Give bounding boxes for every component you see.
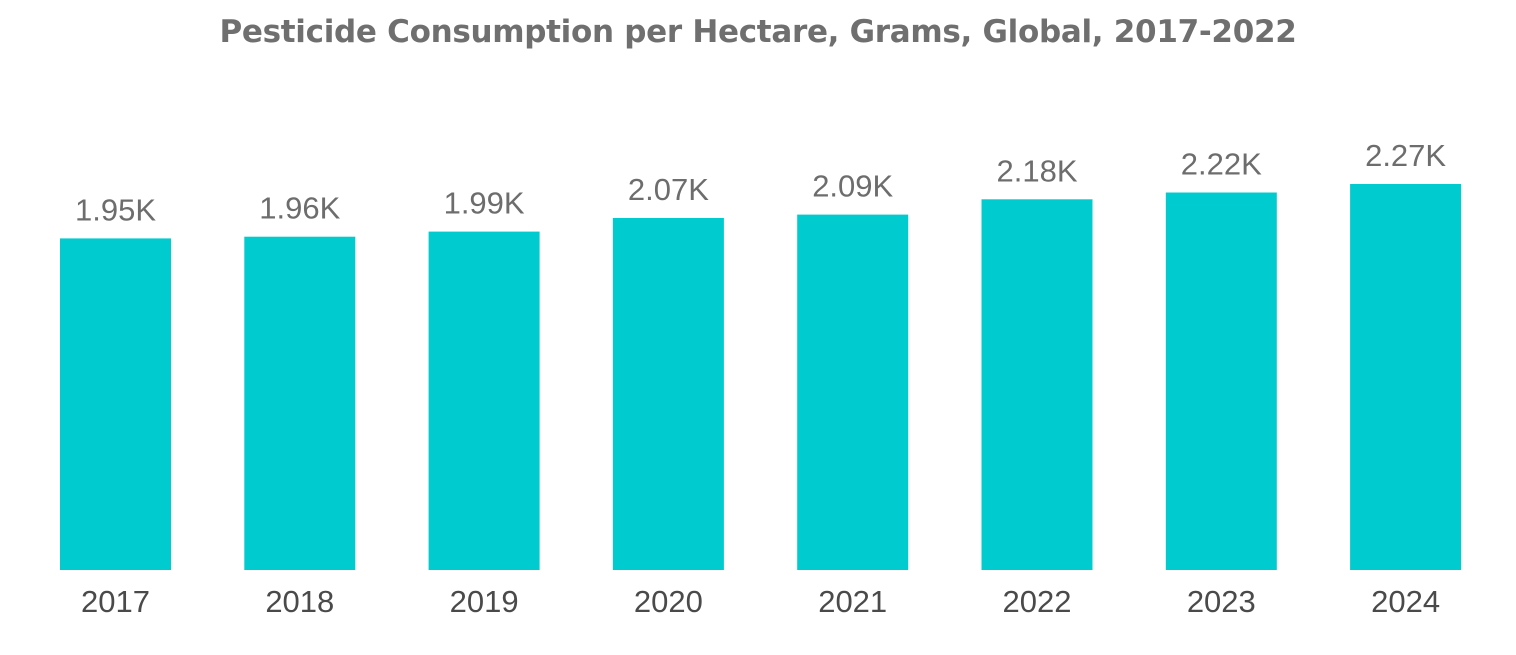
bar-2024 [1350,184,1462,570]
x-tick-label-2021: 2021 [818,584,887,619]
data-label-2020: 2.07K [628,172,709,207]
bar-2022 [981,199,1093,571]
bar-2020 [612,218,724,570]
bar-2021 [797,214,909,570]
x-axis-ticks: 2017 2018 2019 2020 2021 2022 2023 2024 [81,584,1440,619]
bar-2018 [244,236,356,570]
bar-2023 [1165,192,1277,570]
data-label-2019: 1.99K [444,186,525,221]
x-tick-label-2023: 2023 [1187,584,1256,619]
x-tick-label-2024: 2024 [1371,584,1440,619]
data-label-2024: 2.27K [1365,138,1446,173]
data-label-2022: 2.18K [996,153,1077,188]
x-tick-label-2020: 2020 [634,584,703,619]
chart-title: Pesticide Consumption per Hectare, Grams… [219,14,1297,50]
x-tick-label-2017: 2017 [81,584,150,619]
bar-2019 [428,231,540,570]
data-label-2017: 1.95K [75,192,156,227]
data-label-2018: 1.96K [259,191,340,226]
x-tick-label-2022: 2022 [1003,584,1072,619]
bar-2017 [60,238,171,570]
x-tick-label-2018: 2018 [265,584,334,619]
value-labels-group: 1.95K 1.96K 1.99K 2.07K 2.09K 2.18K 2.22K 2.27K [75,138,1446,227]
x-tick-label-2019: 2019 [450,584,519,619]
bars-group [60,184,1462,571]
data-label-2021: 2.09K [812,169,893,204]
data-label-2023: 2.22K [1181,147,1262,182]
